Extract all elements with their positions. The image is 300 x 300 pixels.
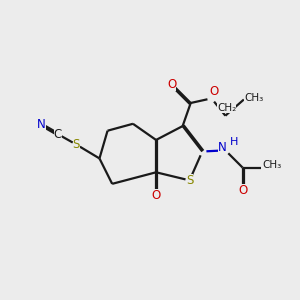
Text: S: S [186,174,193,187]
Text: N: N [37,118,46,131]
Text: CH₃: CH₃ [244,93,263,103]
Text: O: O [238,184,247,197]
Text: O: O [152,189,161,202]
Text: O: O [209,85,218,98]
Text: CH₂: CH₂ [217,103,236,113]
Text: H: H [230,136,238,147]
Text: O: O [167,78,176,91]
Text: CH₃: CH₃ [262,160,281,170]
Text: C: C [54,128,62,141]
Text: N: N [218,141,227,154]
Text: S: S [73,138,80,151]
